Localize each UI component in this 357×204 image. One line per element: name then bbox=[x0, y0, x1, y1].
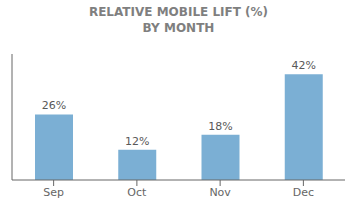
svg-text:Nov: Nov bbox=[209, 186, 231, 199]
svg-text:12%: 12% bbox=[125, 135, 149, 148]
svg-text:42%: 42% bbox=[292, 59, 316, 72]
svg-text:18%: 18% bbox=[208, 120, 232, 133]
html-text:RELATIVE MOBILE LIFT (%): RELATIVE MOBILE LIFT (%) bbox=[88, 5, 269, 19]
html-text:BY MONTH: BY MONTH bbox=[142, 21, 215, 35]
svg-text:Oct: Oct bbox=[127, 186, 147, 199]
svg-text:Dec: Dec bbox=[293, 186, 314, 199]
svg-text:Sep: Sep bbox=[43, 186, 64, 199]
svg-text:26%: 26% bbox=[42, 99, 66, 112]
